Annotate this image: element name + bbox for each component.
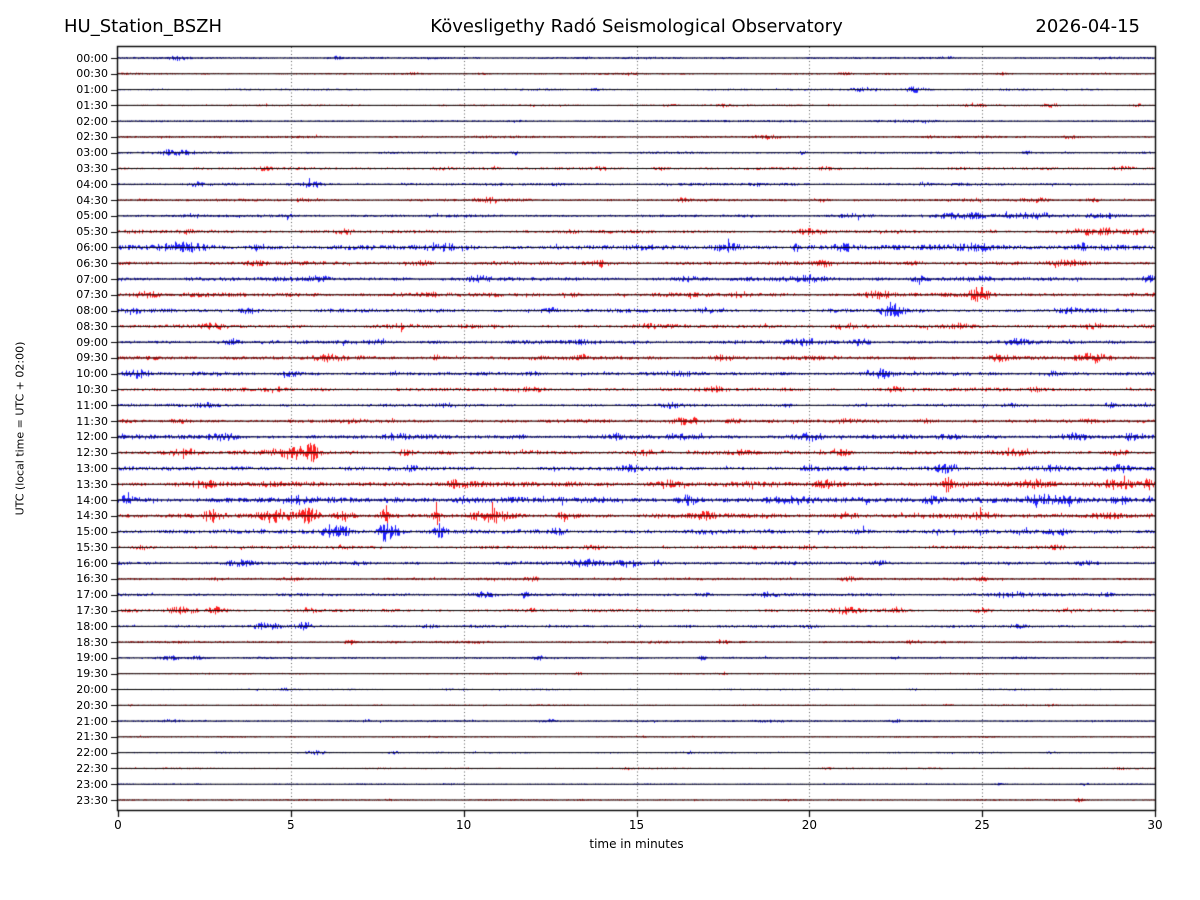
x-tick-label: 10 [456,818,472,832]
y-tick-label: 05:00 [76,209,108,223]
x-tick-label: 0 [114,818,122,832]
y-tick-label: 04:00 [76,177,108,191]
y-tick-label: 19:30 [76,667,108,681]
y-tick-label: 05:30 [76,225,108,239]
y-tick-label: 14:00 [76,493,108,507]
y-tick-label: 09:00 [76,335,108,349]
y-tick-label: 07:00 [76,272,108,286]
y-tick-label: 17:30 [76,604,108,618]
y-tick-label: 20:30 [76,698,108,712]
y-tick-label: 11:30 [76,414,108,428]
y-tick-label: 13:00 [76,461,108,475]
y-axis-label: UTC (local time = UTC + 02:00) [13,341,27,516]
station-title: HU_Station_BSZH [64,16,223,37]
x-tick-label: 25 [974,818,990,832]
x-tick-label: 30 [1147,818,1163,832]
x-axis-label: time in minutes [589,837,684,851]
y-tick-label: 03:00 [76,146,108,160]
y-tick-label: 12:30 [76,446,108,460]
y-tick-label: 14:30 [76,509,108,523]
y-tick-label: 15:30 [76,540,108,554]
y-tick-label: 22:00 [76,746,108,760]
y-tick-label: 00:00 [76,51,108,65]
y-tick-label: 20:00 [76,682,108,696]
y-tick-label: 06:30 [76,256,108,270]
y-tick-label: 22:30 [76,761,108,775]
y-tick-label: 13:30 [76,477,108,491]
y-tick-label: 18:00 [76,619,108,633]
date-title: 2026-04-15 [1035,16,1140,37]
y-tick-label: 23:30 [76,793,108,807]
y-tick-label: 23:00 [76,777,108,791]
y-tick-label: 08:30 [76,319,108,333]
y-tick-label: 09:30 [76,351,108,365]
y-tick-label: 21:30 [76,730,108,744]
y-tick-label: 01:00 [76,83,108,97]
y-tick-label: 17:00 [76,588,108,602]
y-tick-label: 10:00 [76,367,108,381]
y-tick-label: 06:00 [76,240,108,254]
x-tick-label: 20 [801,818,817,832]
y-tick-label: 02:00 [76,114,108,128]
y-tick-label: 08:00 [76,304,108,318]
y-tick-label: 07:30 [76,288,108,302]
x-tick-label: 15 [628,818,645,832]
y-tick-label: 18:30 [76,635,108,649]
y-tick-label: 02:30 [76,130,108,144]
y-tick-label: 16:00 [76,556,108,570]
y-tick-label: 04:30 [76,193,108,207]
y-tick-label: 19:00 [76,651,108,665]
y-tick-label: 16:30 [76,572,108,586]
y-tick-label: 15:00 [76,525,108,539]
x-tick-label: 5 [287,818,295,832]
y-tick-label: 00:30 [76,67,108,81]
y-tick-label: 12:00 [76,430,108,444]
y-tick-label: 21:00 [76,714,108,728]
observatory-title: Kövesligethy Radó Seismological Observat… [430,16,843,37]
y-tick-label: 01:30 [76,98,108,112]
y-tick-label: 10:30 [76,383,108,397]
y-tick-label: 11:00 [76,398,108,412]
y-tick-label: 03:30 [76,162,108,175]
